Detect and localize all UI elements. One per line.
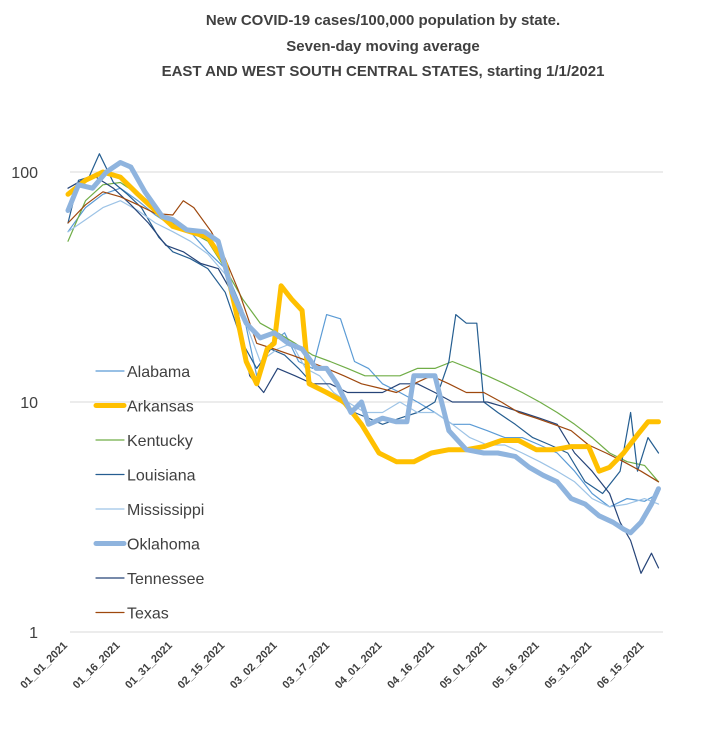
x-tick-label: 02_15_2021 [176, 640, 228, 692]
x-tick-label: 04_01_2021 [333, 640, 385, 692]
legend-label-louisiana: Louisiana [127, 468, 196, 485]
y-tick-label: 1 [29, 625, 38, 642]
x-tick-label: 05_31_2021 [542, 640, 594, 692]
x-tick-label: 04_16_2021 [385, 640, 437, 692]
legend-label-alabama: Alabama [127, 364, 190, 381]
chart-title-line-3: EAST AND WEST SOUTH CENTRAL STATES, star… [162, 63, 605, 80]
x-tick-label: 01_01_2021 [18, 640, 70, 692]
x-tick-label: 05_01_2021 [438, 640, 490, 692]
series-lines [65, 153, 661, 574]
legend-label-oklahoma: Oklahoma [127, 537, 200, 554]
x-tick-label: 06_15_2021 [595, 640, 647, 692]
series-line-arkansas [65, 169, 661, 474]
legend-label-mississippi: Mississippi [127, 502, 204, 519]
legend-label-texas: Texas [127, 606, 169, 623]
x-axis-tick-labels: 01_01_2021 01_16_2021 01_31_2021 02_15_2021… [18, 640, 646, 692]
x-tick-label: 01_16_2021 [71, 640, 123, 692]
chart-title-line-1: New COVID-19 cases/100,000 population by… [206, 12, 560, 29]
x-tick-label: 05_16_2021 [490, 640, 542, 692]
series-line-tennessee [67, 176, 660, 574]
legend-label-tennessee: Tennessee [127, 571, 204, 588]
legend: Alabama Arkansas Kentucky Louisiana Mississi… [93, 364, 204, 623]
series-line-mississippi [67, 200, 660, 508]
chart-title-line-2: Seven-day moving average [286, 38, 479, 55]
series-line-alabama [67, 187, 660, 508]
x-tick-label: 01_31_2021 [123, 640, 175, 692]
gridlines [70, 171, 663, 633]
y-axis-tick-labels: 1 10 100 [11, 165, 38, 642]
x-tick-label: 03_02_2021 [228, 640, 280, 692]
x-tick-label: 03_17_2021 [280, 640, 332, 692]
y-tick-label: 100 [11, 165, 38, 182]
series-line-texas [67, 191, 660, 483]
series-line-oklahoma [65, 160, 661, 536]
chart-title: New COVID-19 cases/100,000 population by… [162, 12, 605, 80]
legend-label-kentucky: Kentucky [127, 433, 193, 450]
y-tick-label: 10 [20, 395, 38, 412]
legend-label-arkansas: Arkansas [127, 399, 194, 416]
